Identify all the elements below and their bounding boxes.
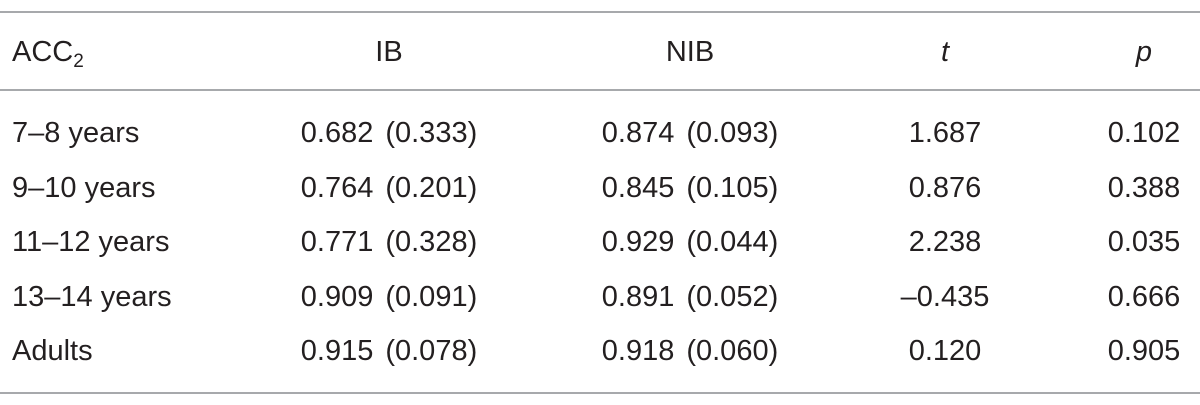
mean: 0.891 [601,281,675,313]
row-label: Adults [12,335,93,367]
row-label: 9–10 years [12,172,156,204]
header-text: ACC [12,36,74,68]
mean: 0.929 [601,226,675,258]
value-cell: 0.666 [1107,281,1181,313]
sd: (0.201) [385,172,478,204]
mean: 0.764 [300,172,374,204]
mean: 0.771 [300,226,374,258]
header-text: IB [375,36,403,68]
value-cell: 0.874 (0.093) [602,115,778,151]
value-cell: 0.845 (0.105) [602,170,778,206]
bottom-rule [0,392,1200,394]
value-cell: 0.891 (0.052) [602,279,778,315]
value-cell: 0.764 (0.201) [301,170,477,206]
sd: (0.105) [686,172,779,204]
value-cell: –0.435 [900,281,990,313]
top-rule [0,11,1200,13]
value-cell: 0.388 [1107,172,1181,204]
sd: (0.333) [385,117,478,149]
sd: (0.093) [686,117,779,149]
value-cell: 0.035 [1107,226,1181,258]
value-cell: 0.909 (0.091) [301,279,477,315]
header-text: p [1135,36,1153,68]
sd: (0.091) [385,281,478,313]
header-cell: IB [375,34,402,70]
value-cell: 0.915 (0.078) [301,333,477,369]
row-label: 7–8 years [12,117,140,149]
value-cell: 0.918 (0.060) [602,333,778,369]
sd: (0.328) [385,226,478,258]
sd: (0.060) [686,335,779,367]
row-label: 11–12 years [12,226,170,258]
value-cell: 0.682 (0.333) [301,115,477,151]
value-cell: 0.771 (0.328) [301,224,477,260]
mean: 0.918 [601,335,675,367]
value-cell: 0.102 [1107,117,1181,149]
row-label: 13–14 years [12,281,172,313]
mean: 0.909 [300,281,374,313]
sd: (0.078) [385,335,478,367]
value-cell: 1.687 [908,117,982,149]
header-text: NIB [665,36,715,68]
sd: (0.044) [686,226,779,258]
value-cell: 0.905 [1107,335,1181,367]
mean: 0.915 [300,335,374,367]
mean: 0.845 [601,172,675,204]
header-rule [0,89,1200,91]
mean: 0.682 [300,117,374,149]
header-cell: ACC2 [12,34,84,72]
sd: (0.052) [686,281,779,313]
header-subscript: 2 [73,51,84,72]
header-cell: t [941,34,949,70]
header-text: t [940,36,950,68]
header-cell: NIB [666,34,714,70]
value-cell: 0.876 [908,172,982,204]
value-cell: 0.929 (0.044) [602,224,778,260]
mean: 0.874 [601,117,675,149]
header-cell: p [1136,34,1152,70]
value-cell: 0.120 [908,335,982,367]
value-cell: 2.238 [908,226,982,258]
